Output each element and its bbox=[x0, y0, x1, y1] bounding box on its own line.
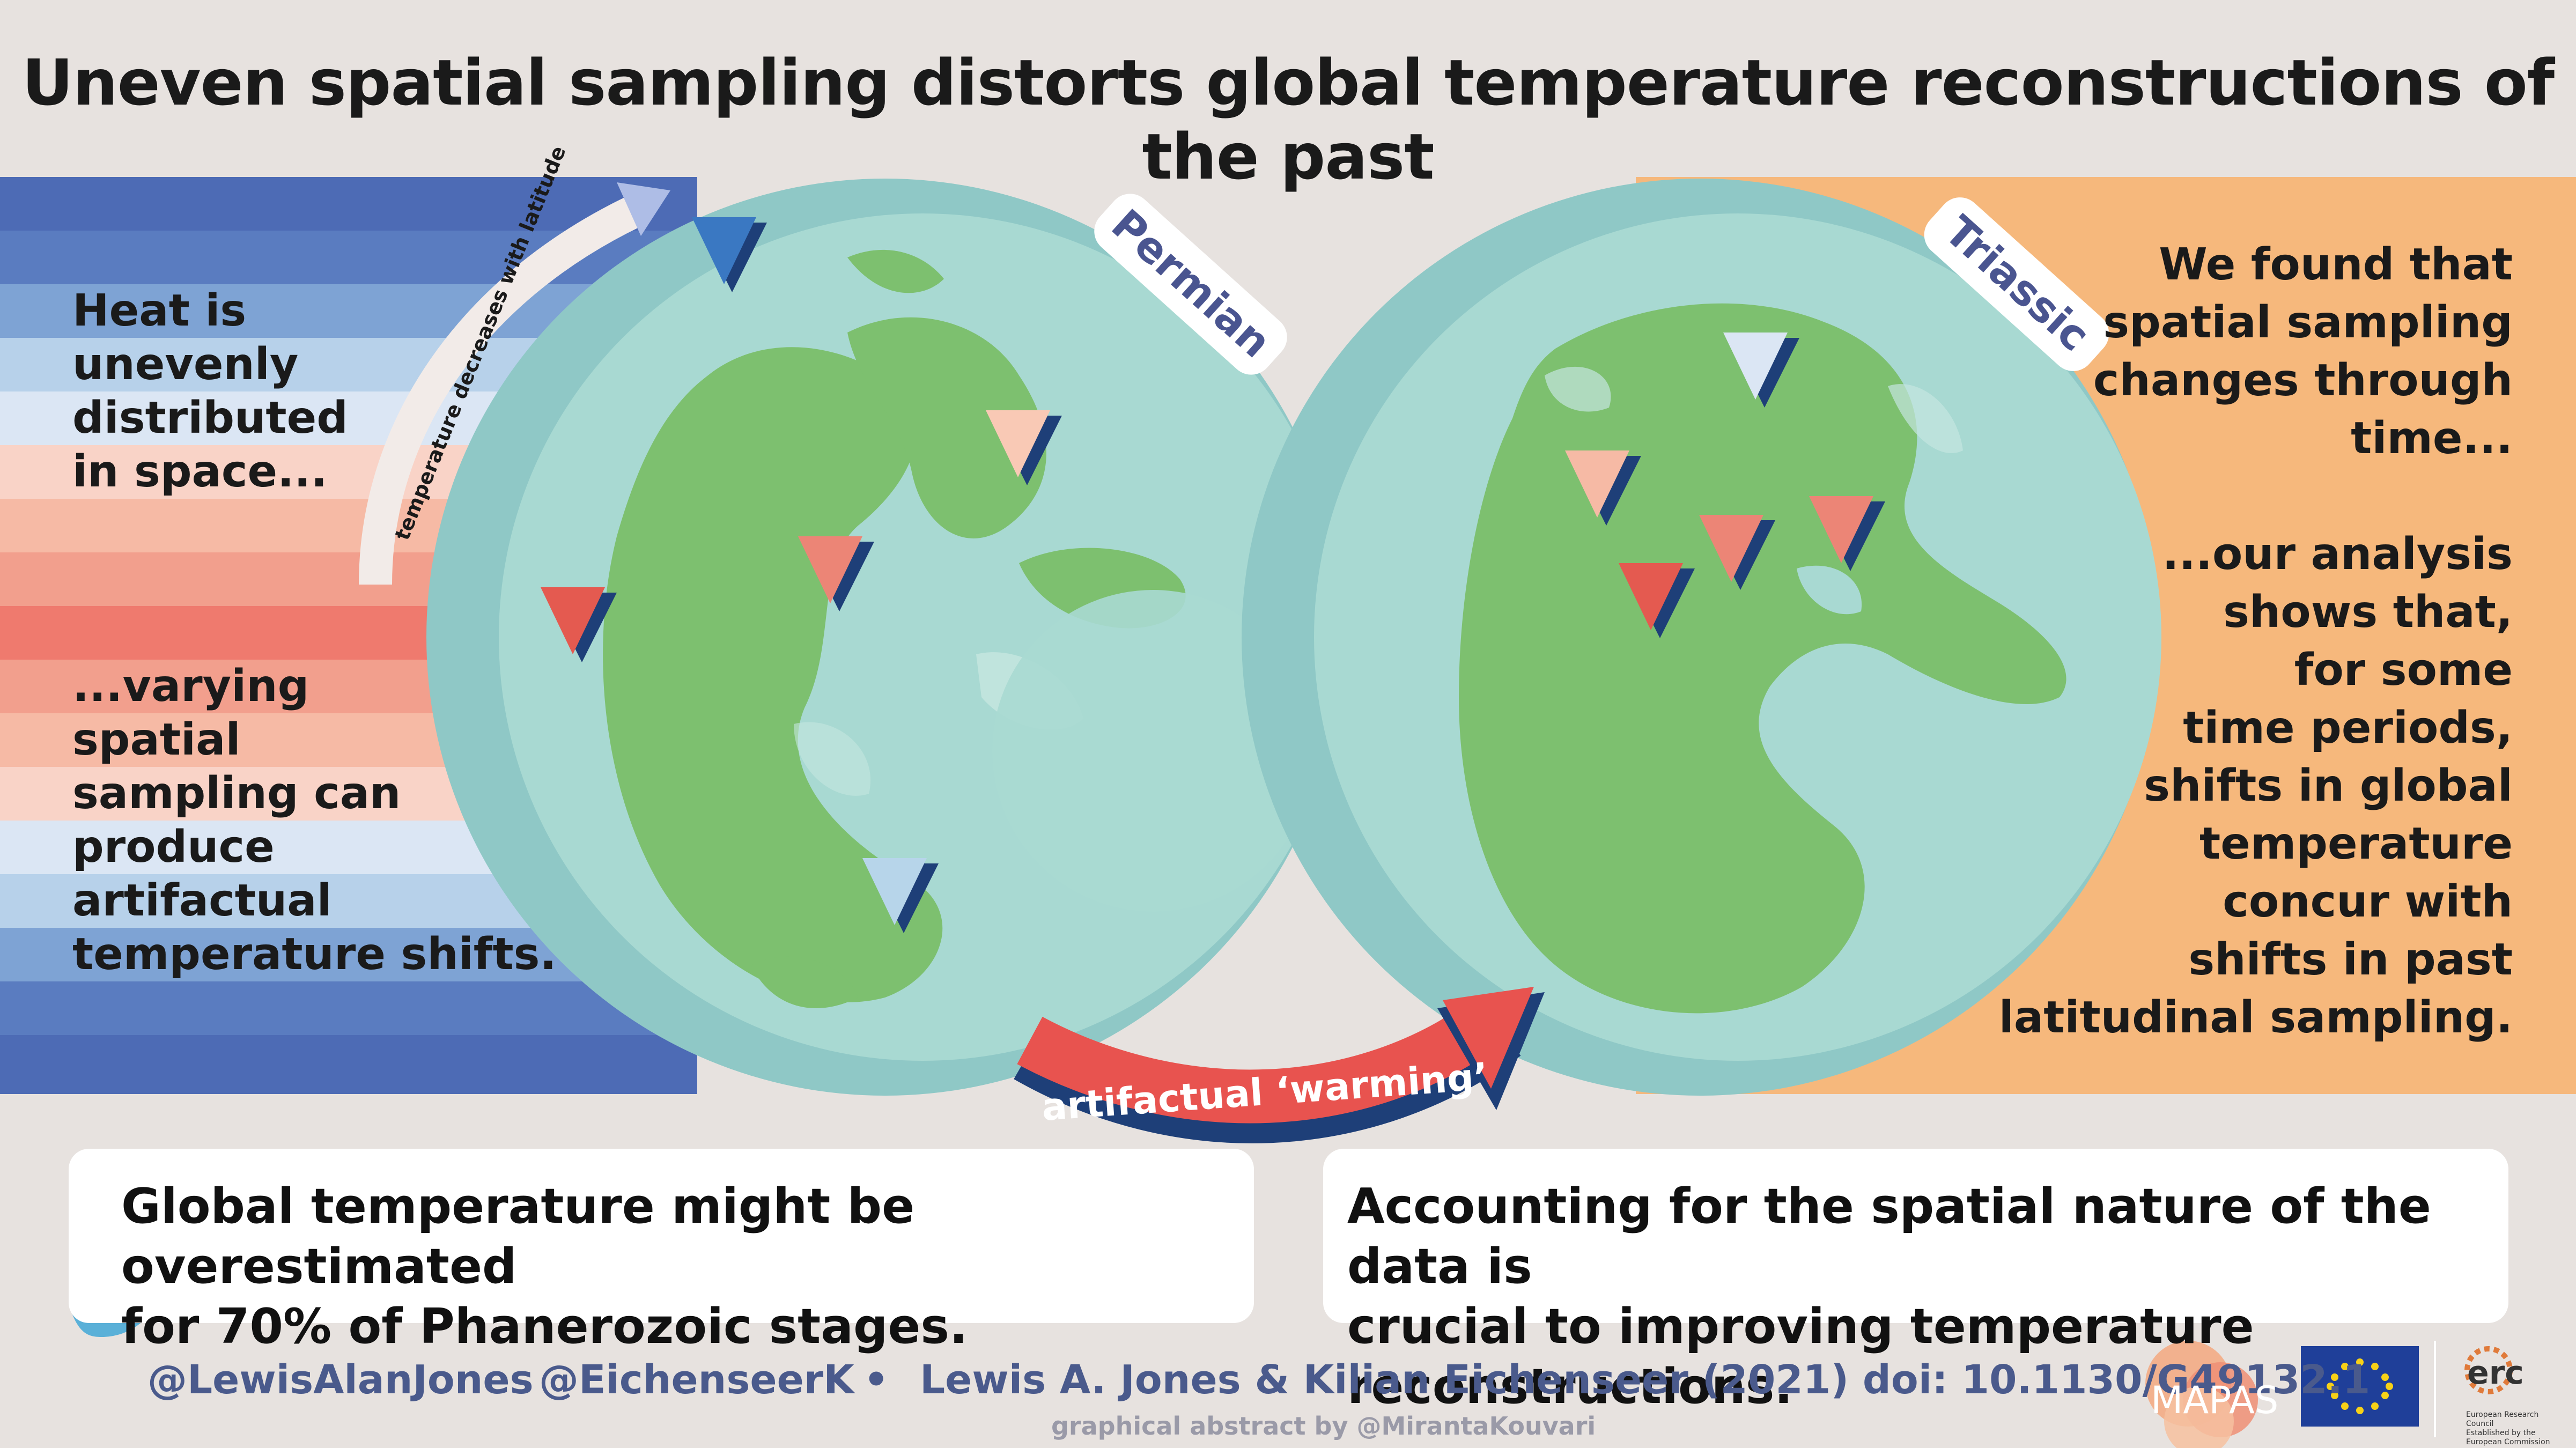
right-top-text: We found that spatial sampling changes t… bbox=[2093, 239, 2513, 464]
conclusion-box-2: Accounting for the spatial nature of the… bbox=[1323, 1149, 2508, 1415]
page-title: Uneven spatial sampling distorts global … bbox=[21, 46, 2555, 194]
sampling-markers bbox=[541, 217, 1885, 933]
left-top-text: Heat is unevenly distributed in space... bbox=[72, 285, 348, 497]
handle-lewis[interactable]: @LewisAlanJones bbox=[147, 1357, 534, 1403]
conclusion-box-1: Global temperature might be overestimate… bbox=[69, 1149, 1254, 1355]
warming-arrow bbox=[1014, 987, 1545, 1143]
mapas-logo-icon bbox=[2145, 1341, 2258, 1448]
eu-flag-icon bbox=[2301, 1346, 2419, 1427]
triassic-tag-bg bbox=[1924, 197, 2109, 371]
graphic-credit: graphical abstract by @MirantaKouvari bbox=[1051, 1412, 1596, 1440]
left-bottom-text: ...varying spatial sampling can produce … bbox=[72, 661, 557, 980]
triassic-globe bbox=[1242, 179, 2161, 1096]
right-bottom-text: ...our analysis shows that, for some tim… bbox=[1998, 529, 2513, 1043]
erc-logo-text: erc bbox=[2467, 1354, 2524, 1392]
citation[interactable]: Lewis A. Jones & Kilian Eichenseer (2021… bbox=[920, 1357, 2371, 1403]
handle-eichenseer[interactable]: @EichenseerK bbox=[539, 1357, 854, 1403]
conclusion-2-text: Accounting for the spatial nature of the… bbox=[1347, 1178, 2431, 1415]
conclusion-1-text: Global temperature might be overestimate… bbox=[121, 1178, 968, 1355]
erc-logo-subtext: European Research Council Established by… bbox=[2466, 1410, 2550, 1446]
mapas-logo-text: MAPAS bbox=[2151, 1378, 2279, 1422]
latitude-arrow bbox=[359, 182, 670, 585]
erc-logo-icon bbox=[2464, 1346, 2513, 1394]
footer-separator: • bbox=[863, 1357, 889, 1403]
permian-tag-bg bbox=[1094, 194, 1287, 375]
permian-globe bbox=[426, 179, 1346, 1096]
